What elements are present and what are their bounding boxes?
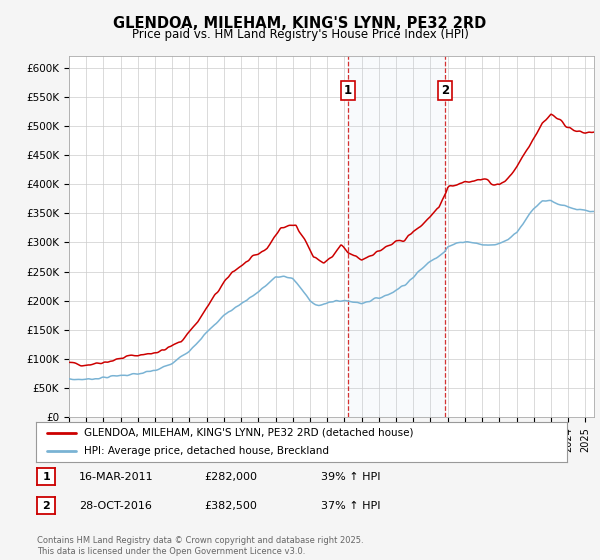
Text: 2: 2 (43, 501, 50, 511)
Text: Contains HM Land Registry data © Crown copyright and database right 2025.
This d: Contains HM Land Registry data © Crown c… (37, 536, 364, 556)
Text: 37% ↑ HPI: 37% ↑ HPI (321, 501, 380, 511)
Text: 2: 2 (440, 84, 449, 97)
Text: Price paid vs. HM Land Registry's House Price Index (HPI): Price paid vs. HM Land Registry's House … (131, 28, 469, 41)
Text: 1: 1 (43, 472, 50, 482)
Text: £282,000: £282,000 (204, 472, 257, 482)
Text: 39% ↑ HPI: 39% ↑ HPI (321, 472, 380, 482)
Text: GLENDOA, MILEHAM, KING'S LYNN, PE32 2RD (detached house): GLENDOA, MILEHAM, KING'S LYNN, PE32 2RD … (84, 428, 413, 437)
Text: HPI: Average price, detached house, Breckland: HPI: Average price, detached house, Brec… (84, 446, 329, 456)
Text: 1: 1 (344, 84, 352, 97)
Text: 28-OCT-2016: 28-OCT-2016 (79, 501, 152, 511)
Text: £382,500: £382,500 (204, 501, 257, 511)
Text: GLENDOA, MILEHAM, KING'S LYNN, PE32 2RD: GLENDOA, MILEHAM, KING'S LYNN, PE32 2RD (113, 16, 487, 31)
Bar (348, 56, 445, 417)
Text: 16-MAR-2011: 16-MAR-2011 (79, 472, 154, 482)
